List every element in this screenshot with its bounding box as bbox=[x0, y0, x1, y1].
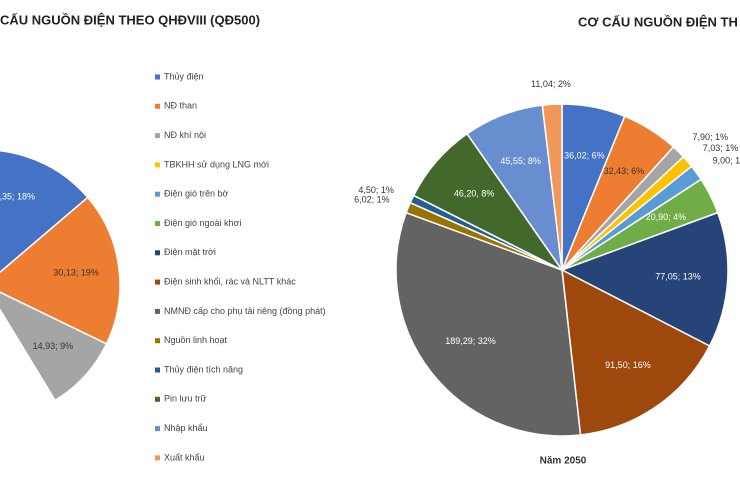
data-label: 45,55; 8% bbox=[500, 156, 541, 166]
data-label: 91,50; 16% bbox=[605, 360, 651, 370]
data-label: 7,90; 1% bbox=[693, 132, 729, 142]
pie-slice bbox=[0, 150, 89, 274]
legend-label: Điện gió ngoài khơi bbox=[164, 218, 241, 228]
legend-label: Xuất khẩu bbox=[164, 452, 205, 462]
legend-label: NMNĐ cấp cho phụ tải riêng (đồng phát) bbox=[164, 306, 326, 316]
legend-swatch bbox=[155, 396, 160, 402]
data-label: 11,04; 2% bbox=[531, 79, 571, 89]
data-label: 9,00; 1% bbox=[713, 155, 740, 165]
legend-label: NĐ khí nội bbox=[164, 130, 206, 140]
legend-swatch bbox=[155, 426, 160, 432]
pie-slice bbox=[560, 211, 729, 347]
data-label: 30,13; 19% bbox=[53, 268, 99, 278]
legend-swatch bbox=[155, 338, 160, 344]
legend-swatch bbox=[155, 455, 160, 461]
pie-slice bbox=[395, 211, 582, 437]
legend-label: Thủy điện tích năng bbox=[164, 364, 243, 374]
legend-swatch bbox=[155, 162, 160, 168]
chart-title: CẤU NGUỒN ĐIỆN THEO QHĐVIII (QĐ500) bbox=[0, 12, 260, 27]
legend-label: Điện mặt trời bbox=[164, 247, 216, 257]
legend-label: Pin lưu trữ bbox=[164, 394, 207, 404]
legend-label: Nhập khẩu bbox=[164, 423, 208, 433]
pie-slice bbox=[0, 196, 121, 345]
data-label: 77,05; 13% bbox=[655, 271, 701, 281]
legend-label: Điện sinh khối, rác và NLTT khác bbox=[164, 276, 296, 286]
data-label: 29,35; 18% bbox=[0, 192, 35, 202]
legend-label: TBKHH sử dụng LNG mới bbox=[164, 159, 269, 169]
legend-swatch bbox=[155, 191, 160, 197]
pie-slice bbox=[0, 291, 108, 402]
x-label: Năm 2050 bbox=[540, 456, 587, 467]
data-label: 189,29; 32% bbox=[445, 336, 496, 346]
legend-label: Thủy điện bbox=[164, 71, 204, 81]
legend-label: NĐ than bbox=[164, 101, 197, 111]
data-label: 14,93; 9% bbox=[33, 341, 74, 351]
legend-swatch bbox=[155, 103, 160, 109]
data-label: 36,02; 6% bbox=[564, 150, 605, 160]
legend-label: Nguồn linh hoạt bbox=[164, 335, 228, 345]
legend-swatch bbox=[155, 74, 160, 80]
legend-swatch bbox=[155, 367, 160, 373]
legend-swatch bbox=[155, 250, 160, 256]
data-label: 20,90; 4% bbox=[646, 212, 687, 222]
chart-title: CƠ CẤU NGUỒN ĐIỆN TH bbox=[578, 14, 738, 29]
legend-label: Điện gió trên bờ bbox=[164, 189, 229, 199]
pie-slice bbox=[541, 103, 563, 271]
legend-swatch bbox=[155, 308, 160, 314]
legend-swatch bbox=[155, 279, 160, 285]
data-label: 46,20, 8% bbox=[454, 188, 495, 198]
data-label: 7,03; 1% bbox=[703, 143, 739, 153]
data-label: 6,02; 1% bbox=[354, 195, 390, 205]
data-label: 4,50; 1% bbox=[358, 185, 394, 195]
legend-swatch bbox=[155, 221, 160, 226]
legend-swatch bbox=[155, 133, 160, 139]
data-label: 32,43; 6% bbox=[604, 166, 645, 176]
pie-slice bbox=[561, 268, 711, 436]
